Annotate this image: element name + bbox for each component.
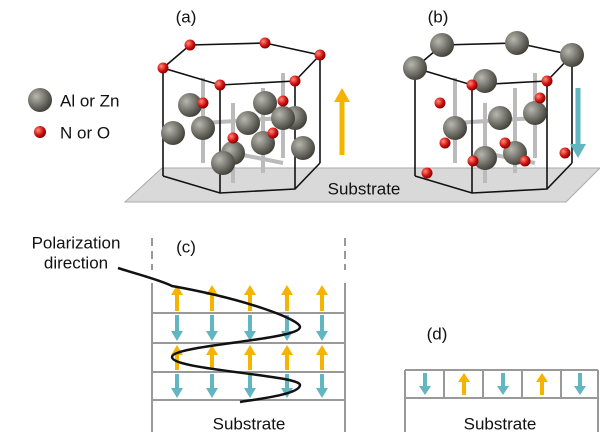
legend-label: N or O	[60, 123, 110, 142]
arrow-head	[316, 345, 328, 355]
anion-atom	[215, 80, 226, 91]
anion-atom	[535, 93, 546, 104]
metal-atom	[488, 106, 512, 130]
anion-atom	[468, 156, 479, 167]
panel-label: (d)	[427, 324, 448, 343]
arrow-head	[281, 285, 293, 295]
metal-atom	[473, 69, 497, 93]
anion-atom	[422, 168, 433, 179]
arrow-head	[244, 285, 256, 295]
anion-atom	[198, 98, 209, 109]
metal-atom	[430, 33, 454, 57]
metal-atom	[161, 121, 185, 145]
metal-atom	[191, 116, 215, 140]
arrow-head	[334, 88, 350, 102]
panel-label: (b)	[428, 7, 449, 26]
substrate-label: Substrate	[213, 414, 286, 433]
arrow-head	[458, 373, 470, 382]
arrow-head	[171, 331, 183, 341]
polarization-label: direction	[44, 253, 108, 272]
substrate-label: Substrate	[464, 414, 537, 433]
figure: Substrate (a) (b) (c) (d) Al or Zn N or …	[0, 0, 600, 437]
metal-atom	[560, 43, 584, 67]
substrate-label: Substrate	[328, 179, 401, 198]
arrow-head	[244, 345, 256, 355]
arrow-head	[316, 388, 328, 398]
anion-atom	[278, 96, 289, 107]
arrow-head	[419, 386, 431, 395]
anion-atom	[228, 133, 239, 144]
arrow-head	[497, 386, 509, 395]
arrow-head	[316, 285, 328, 295]
anion-atom	[440, 138, 451, 149]
metal-atom	[443, 116, 467, 140]
anion-atom	[185, 40, 196, 51]
metal-atom	[211, 151, 235, 175]
legend-atom	[28, 88, 52, 112]
metal-atom	[236, 111, 260, 135]
legend-label: Al or Zn	[60, 91, 120, 110]
metal-atom	[505, 31, 529, 55]
panel-label: (a)	[176, 7, 197, 26]
arrow-head	[171, 388, 183, 398]
metal-atom	[523, 101, 547, 125]
polarization-label: Polarization	[32, 233, 121, 252]
arrow-head	[316, 331, 328, 341]
anion-atom	[268, 128, 279, 139]
metal-atom	[271, 106, 295, 130]
anion-atom	[260, 38, 271, 49]
anion-atom	[290, 76, 301, 87]
anion-atom	[560, 148, 571, 159]
anion-atom	[467, 80, 478, 91]
panel-label: (c)	[176, 237, 196, 256]
arrow-head	[574, 386, 586, 395]
metal-atom	[291, 136, 315, 160]
metal-atom	[403, 56, 427, 80]
anion-atom	[542, 76, 553, 87]
anion-atom	[158, 63, 169, 74]
arrow-head	[206, 388, 218, 398]
arrow-head	[244, 388, 256, 398]
arrow-head	[536, 373, 548, 382]
anion-atom	[520, 156, 531, 167]
anion-atom	[315, 50, 326, 61]
anion-atom	[500, 138, 511, 149]
arrow-head	[281, 345, 293, 355]
anion-atom	[435, 98, 446, 109]
arrow-head	[206, 331, 218, 341]
legend-atom	[34, 126, 46, 138]
